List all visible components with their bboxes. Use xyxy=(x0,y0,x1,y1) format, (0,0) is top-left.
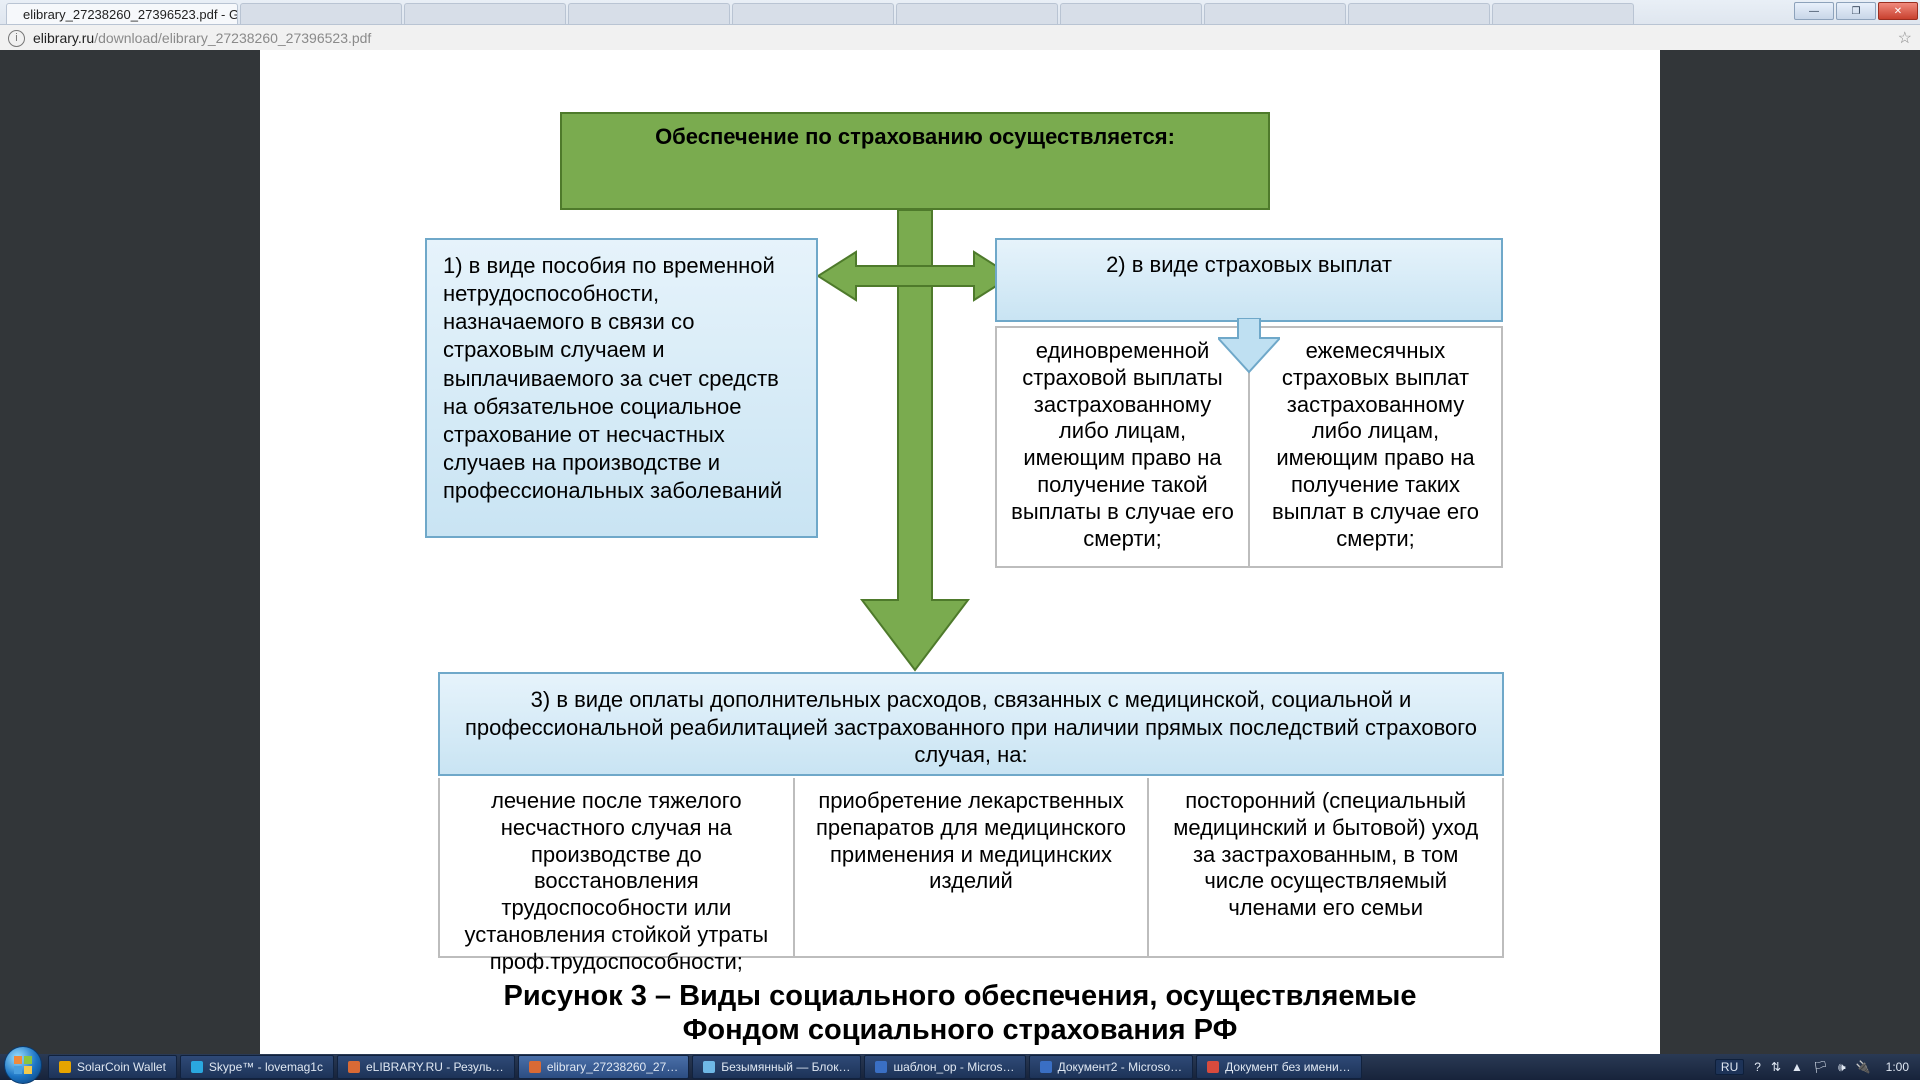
url-path: /download/elibrary_27238260_27396523.pdf xyxy=(94,30,371,46)
window-controls: — ❐ ✕ xyxy=(1794,0,1920,20)
diagram-box-3a: лечение после тяжелого несчастного случа… xyxy=(438,778,793,958)
pdf-viewer: Обеспечение по страхованию осуществляетс… xyxy=(0,50,1920,1054)
taskbar-item-icon xyxy=(875,1061,887,1073)
site-info-icon[interactable]: i xyxy=(8,30,25,47)
diagram-box-1: 1) в виде пособия по временной нетрудосп… xyxy=(425,238,818,538)
background-tab[interactable] xyxy=(732,3,894,24)
diagram: Обеспечение по страхованию осуществляетс… xyxy=(260,50,1660,1054)
taskbar-item-icon xyxy=(348,1061,360,1073)
taskbar-item-label: eLIBRARY.RU - Резуль… xyxy=(366,1060,504,1074)
language-indicator[interactable]: RU xyxy=(1715,1059,1744,1075)
tray-icon[interactable]: 🔌 xyxy=(1856,1060,1871,1074)
diagram-header-text: Обеспечение по страхованию осуществляетс… xyxy=(655,124,1175,149)
windows-logo-icon xyxy=(13,1055,33,1075)
diagram-box-3a-text: лечение после тяжелого несчастного случа… xyxy=(464,788,768,974)
tab-strip: elibrary_27238260_27396523.pdf - Google … xyxy=(6,0,1636,24)
diagram-box-3-text: 3) в виде оплаты дополнительных расходов… xyxy=(465,687,1477,767)
taskbar-item-icon xyxy=(1040,1061,1052,1073)
taskbar-item[interactable]: шаблон_ор - Micros… xyxy=(864,1055,1025,1079)
figure-caption-line2: Фондом социального страхования РФ xyxy=(430,1014,1490,1047)
maximize-button[interactable]: ❐ xyxy=(1836,2,1876,20)
tray-icon[interactable]: ? xyxy=(1754,1060,1761,1074)
diagram-box-2a: единовременной страховой выплаты застрах… xyxy=(995,326,1248,568)
clock[interactable]: 1:00 xyxy=(1886,1060,1909,1074)
diagram-box-1-text: 1) в виде пособия по временной нетрудосп… xyxy=(443,253,782,503)
close-button[interactable]: ✕ xyxy=(1878,2,1918,20)
figure-caption-line1: Рисунок 3 – Виды социального обеспечения… xyxy=(430,980,1490,1013)
minimize-button[interactable]: — xyxy=(1794,2,1834,20)
taskbar-item-label: elibrary_27238260_27… xyxy=(547,1060,678,1074)
background-tab[interactable] xyxy=(240,3,402,24)
diagram-box-2b-text: ежемесячных страховых выплат застрахован… xyxy=(1272,338,1479,551)
taskbar-item-label: Безымянный — Блок… xyxy=(721,1060,850,1074)
taskbar-item-icon xyxy=(191,1061,203,1073)
bookmark-star-icon[interactable]: ☆ xyxy=(1898,28,1912,48)
taskbar-item-icon xyxy=(59,1061,71,1073)
background-tab[interactable] xyxy=(568,3,730,24)
taskbar: SolarCoin Wallet Skype™ - lovemag1c eLIBRA… xyxy=(0,1054,1920,1080)
address-bar[interactable]: i elibrary.ru /download/elibrary_2723826… xyxy=(0,25,1920,52)
arrow-down-blue xyxy=(1218,318,1280,376)
diagram-box-2b: ежемесячных страховых выплат застрахован… xyxy=(1248,326,1503,568)
tray-icon[interactable]: ▲ xyxy=(1791,1060,1803,1074)
active-tab[interactable]: elibrary_27238260_27396523.pdf - Google … xyxy=(6,3,238,24)
taskbar-item-icon xyxy=(529,1061,541,1073)
taskbar-item-label: Документ без имени… xyxy=(1225,1060,1351,1074)
tray-icon[interactable]: 🕪 xyxy=(1838,1060,1846,1075)
diagram-box-3b-text: приобретение лекарственных препаратов дл… xyxy=(816,788,1126,893)
taskbar-item[interactable]: SolarCoin Wallet xyxy=(48,1055,177,1079)
taskbar-items: SolarCoin Wallet Skype™ - lovemag1c eLIBRA… xyxy=(48,1055,1365,1079)
diagram-box-3b: приобретение лекарственных препаратов дл… xyxy=(793,778,1148,958)
taskbar-item[interactable]: eLIBRARY.RU - Резуль… xyxy=(337,1055,515,1079)
background-tab[interactable] xyxy=(1060,3,1202,24)
diagram-box-3-sub: лечение после тяжелого несчастного случа… xyxy=(438,778,1504,958)
diagram-box-3c-text: посторонний (специальный медицинский и б… xyxy=(1173,788,1478,920)
taskbar-item-label: SolarCoin Wallet xyxy=(77,1060,166,1074)
taskbar-item[interactable]: Безымянный — Блок… xyxy=(692,1055,861,1079)
background-tab[interactable] xyxy=(1348,3,1490,24)
diagram-box-3c: посторонний (специальный медицинский и б… xyxy=(1147,778,1504,958)
tab-title: elibrary_27238260_27396523.pdf - Google … xyxy=(23,7,238,22)
arrow-left-right xyxy=(818,246,1012,306)
browser-titlebar: elibrary_27238260_27396523.pdf - Google … xyxy=(0,0,1920,25)
pdf-page: Обеспечение по страхованию осуществляетс… xyxy=(260,50,1660,1054)
system-tray: RU ? ⇅ ▲ 🏳 🕪 🔌 1:00 xyxy=(1710,1059,1920,1075)
background-tab[interactable] xyxy=(1204,3,1346,24)
diagram-box-2: 2) в виде страховых выплат xyxy=(995,238,1503,322)
taskbar-item[interactable]: Документ без имени… xyxy=(1196,1055,1362,1079)
taskbar-item[interactable]: elibrary_27238260_27… xyxy=(518,1055,689,1079)
taskbar-item-icon xyxy=(1207,1061,1219,1073)
taskbar-item-label: Skype™ - lovemag1c xyxy=(209,1060,323,1074)
background-tab[interactable] xyxy=(1492,3,1634,24)
taskbar-item[interactable]: Skype™ - lovemag1c xyxy=(180,1055,334,1079)
taskbar-item-icon xyxy=(703,1061,715,1073)
diagram-box-2a-text: единовременной страховой выплаты застрах… xyxy=(1011,338,1234,551)
taskbar-item-label: шаблон_ор - Micros… xyxy=(893,1060,1014,1074)
background-tab[interactable] xyxy=(404,3,566,24)
diagram-box-3: 3) в виде оплаты дополнительных расходов… xyxy=(438,672,1504,776)
diagram-box-2-text: 2) в виде страховых выплат xyxy=(1106,252,1392,277)
background-tab[interactable] xyxy=(896,3,1058,24)
start-button[interactable] xyxy=(4,1046,42,1084)
diagram-header-box: Обеспечение по страхованию осуществляетс… xyxy=(560,112,1270,210)
tray-icon[interactable]: ⇅ xyxy=(1771,1060,1781,1074)
url-host: elibrary.ru xyxy=(33,30,94,46)
taskbar-item-label: Документ2 - Microso… xyxy=(1058,1060,1183,1074)
taskbar-item[interactable]: Документ2 - Microso… xyxy=(1029,1055,1194,1079)
tray-icon[interactable]: 🏳 xyxy=(1813,1060,1828,1074)
